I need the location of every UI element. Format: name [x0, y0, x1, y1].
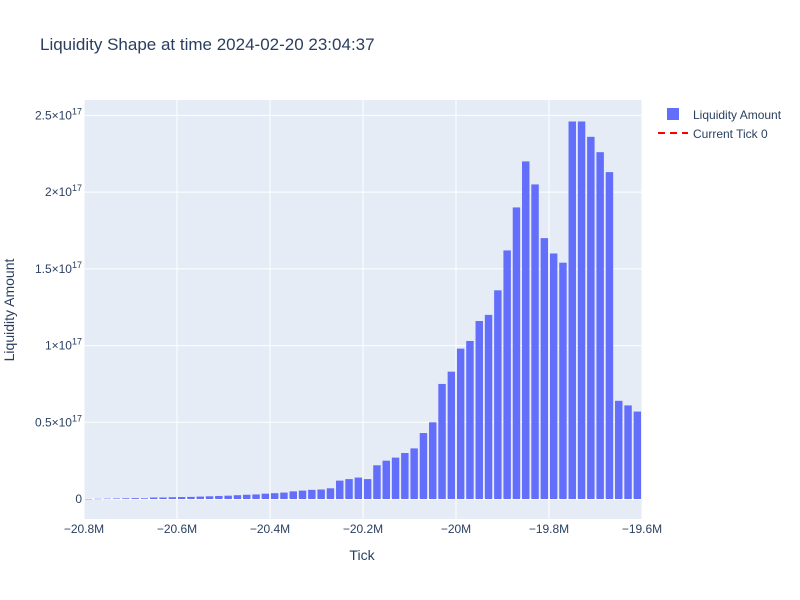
liquidity-bar[interactable]	[298, 490, 307, 500]
liquidity-bar[interactable]	[131, 498, 139, 500]
x-axis-title: Tick	[349, 547, 375, 563]
liquidity-bar[interactable]	[605, 172, 614, 500]
liquidity-bar[interactable]	[429, 422, 437, 500]
liquidity-bar[interactable]	[456, 348, 465, 500]
liquidity-bar[interactable]	[363, 479, 372, 500]
liquidity-bar[interactable]	[438, 383, 446, 500]
liquidity-bar[interactable]	[633, 411, 642, 500]
legend-item-current-tick[interactable]: Current Tick 0	[658, 127, 768, 141]
y-tick-exponent: 17	[72, 413, 82, 423]
y-tick-mantissa: 0	[75, 492, 82, 506]
liquidity-bar[interactable]	[196, 496, 204, 500]
liquidity-bar[interactable]	[177, 497, 186, 500]
liquidity-bar[interactable]	[475, 321, 483, 500]
y-tick-mantissa: 1×10	[45, 339, 72, 353]
bar-series[interactable]	[84, 121, 642, 500]
liquidity-bar[interactable]	[382, 460, 390, 500]
y-tick-mantissa: 2×10	[45, 185, 72, 199]
liquidity-bar[interactable]	[540, 238, 549, 500]
liquidity-bar[interactable]	[243, 494, 251, 500]
x-tick-labels: −20.8M −20.6M −20.4M −20.2M −20M −19.8M −19.6M	[64, 522, 662, 536]
liquidity-bar[interactable]	[494, 290, 502, 500]
legend-label-liquidity: Liquidity Amount	[693, 108, 782, 122]
liquidity-bar[interactable]	[484, 314, 493, 500]
liquidity-bar[interactable]	[549, 253, 558, 500]
liquidity-bar[interactable]	[401, 453, 409, 500]
x-gridlines	[83, 100, 643, 519]
liquidity-bar[interactable]	[522, 161, 530, 500]
legend[interactable]: Liquidity Amount Current Tick 0	[658, 108, 782, 141]
liquidity-bar[interactable]	[559, 262, 567, 500]
liquidity-bar[interactable]	[336, 480, 344, 500]
liquidity-bar[interactable]	[159, 497, 167, 500]
liquidity-bar[interactable]	[531, 184, 539, 500]
y-tick-exponent: 17	[72, 183, 82, 193]
liquidity-bar[interactable]	[503, 250, 511, 500]
y-axis-title: Liquidity Amount	[1, 259, 17, 362]
liquidity-bar[interactable]	[112, 498, 121, 500]
liquidity-bar[interactable]	[391, 457, 400, 500]
liquidity-bar[interactable]	[233, 495, 242, 500]
liquidity-bar[interactable]	[577, 121, 586, 500]
liquidity-bar[interactable]	[94, 498, 102, 500]
liquidity-bar[interactable]	[345, 479, 353, 500]
x-tick-label: −20.4M	[250, 522, 290, 536]
liquidity-bar[interactable]	[410, 448, 418, 500]
legend-item-liquidity[interactable]: Liquidity Amount	[667, 108, 782, 122]
liquidity-bar[interactable]	[596, 152, 604, 500]
liquidity-bar[interactable]	[289, 491, 297, 500]
liquidity-bar[interactable]	[447, 371, 456, 500]
liquidity-bar[interactable]	[317, 489, 325, 500]
x-tick-label: −19.6M	[622, 522, 662, 536]
liquidity-bar[interactable]	[84, 498, 93, 500]
y-tick-mantissa: 2.5×10	[35, 108, 72, 122]
y-tick-mantissa: 0.5×10	[35, 415, 72, 429]
liquidity-bar[interactable]	[568, 121, 576, 500]
y-tick-label: 2.5×1017	[35, 106, 82, 122]
x-tick-label: −19.8M	[529, 522, 569, 536]
liquidity-bar[interactable]	[252, 494, 260, 500]
liquidity-bar[interactable]	[512, 207, 521, 500]
liquidity-bar[interactable]	[122, 498, 130, 500]
y-tick-label: 1×1017	[45, 337, 82, 353]
liquidity-bar[interactable]	[270, 493, 279, 500]
y-tick-label: 0.5×1017	[35, 413, 82, 429]
x-tick-label: −20M	[441, 522, 471, 536]
liquidity-bar[interactable]	[187, 496, 195, 500]
legend-swatch-bar	[667, 108, 679, 120]
y-tick-exponent: 17	[72, 337, 82, 347]
liquidity-bar[interactable]	[261, 493, 270, 500]
x-tick-label: −20.6M	[157, 522, 197, 536]
y-tick-exponent: 17	[72, 106, 82, 116]
x-tick-label: −20.2M	[343, 522, 383, 536]
liquidity-bar[interactable]	[587, 136, 595, 500]
x-tick-label: −20.8M	[64, 522, 104, 536]
liquidity-bar[interactable]	[419, 433, 428, 500]
liquidity-bar[interactable]	[308, 489, 316, 500]
chart-title: Liquidity Shape at time 2024-02-20 23:04…	[40, 35, 375, 54]
y-tick-exponent: 17	[72, 260, 82, 270]
liquidity-bar[interactable]	[624, 405, 632, 500]
liquidity-bar[interactable]	[205, 496, 214, 500]
liquidity-bar[interactable]	[224, 495, 232, 500]
liquidity-bar[interactable]	[354, 477, 363, 500]
y-tick-label: 0	[75, 492, 82, 506]
legend-label-current-tick: Current Tick 0	[693, 127, 768, 141]
y-tick-mantissa: 1.5×10	[35, 262, 72, 276]
liquidity-bar[interactable]	[615, 400, 623, 500]
liquidity-bar[interactable]	[150, 497, 158, 500]
liquidity-bar[interactable]	[373, 465, 381, 500]
liquidity-bar[interactable]	[280, 492, 288, 500]
liquidity-bar[interactable]	[168, 497, 177, 500]
y-tick-label: 1.5×1017	[35, 260, 82, 276]
liquidity-bar[interactable]	[466, 340, 474, 500]
liquidity-bar[interactable]	[103, 498, 111, 500]
liquidity-bar[interactable]	[326, 488, 335, 500]
liquidity-bar[interactable]	[140, 498, 149, 500]
y-tick-label: 2×1017	[45, 183, 82, 199]
liquidity-bar[interactable]	[215, 495, 223, 500]
